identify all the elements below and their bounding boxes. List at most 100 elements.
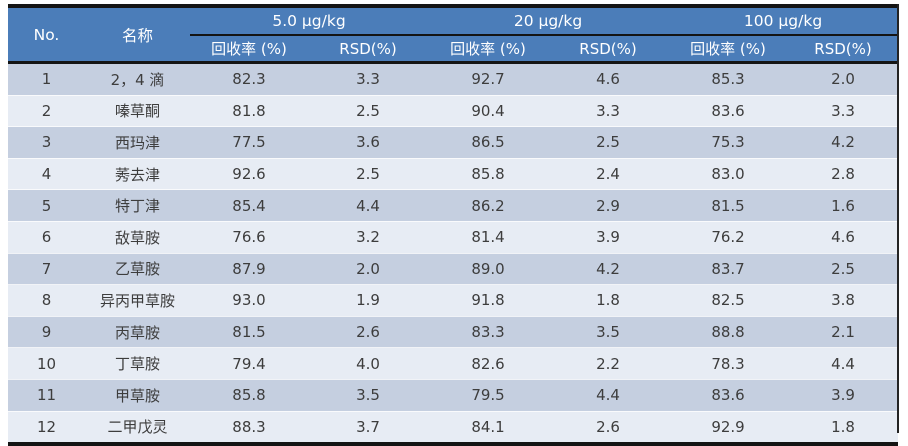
compound-name-cell: 异丙甲草胺 <box>85 284 190 317</box>
column-header-name: 名称 <box>85 6 190 63</box>
row-number-cell: 7 <box>8 253 85 286</box>
value-cell: 3.3 <box>548 95 669 128</box>
recovery-rsd-table: No. 名称 5.0 μg/kg 20 μg/kg 100 μg/kg 回收率 … <box>8 4 899 446</box>
value-cell: 3.8 <box>788 284 899 317</box>
compound-name-cell: 乙草胺 <box>85 253 190 286</box>
value-cell: 3.6 <box>308 126 429 159</box>
table-row: 1 2，4 滴 82.3 3.3 92.7 4.6 85.3 2.0 <box>8 62 899 96</box>
row-number-cell: 5 <box>8 189 85 222</box>
value-cell: 91.8 <box>428 284 549 317</box>
subheader-recovery-20ug: 回收率 (%) <box>428 35 549 63</box>
value-cell: 1.8 <box>788 411 899 445</box>
table-body: 1 2，4 滴 82.3 3.3 92.7 4.6 85.3 2.0 2 嗪草酮 81.8 2.5 90… <box>8 62 899 445</box>
row-number-cell: 1 <box>8 62 85 96</box>
value-cell: 2.6 <box>308 316 429 349</box>
value-cell: 77.5 <box>190 126 308 159</box>
value-cell: 83.0 <box>668 158 789 191</box>
value-cell: 82.3 <box>190 62 308 96</box>
row-number-cell: 8 <box>8 284 85 317</box>
value-cell: 88.8 <box>668 316 789 349</box>
value-cell: 4.4 <box>548 379 669 412</box>
group-header-100ug: 100 μg/kg <box>668 6 899 36</box>
value-cell: 4.4 <box>788 347 899 380</box>
compound-name-cell: 甲草胺 <box>85 379 190 412</box>
value-cell: 2.8 <box>788 158 899 191</box>
row-number-cell: 6 <box>8 221 85 254</box>
value-cell: 76.6 <box>190 221 308 254</box>
value-cell: 1.8 <box>548 284 669 317</box>
value-cell: 1.6 <box>788 189 899 222</box>
column-header-no: No. <box>8 6 85 63</box>
value-cell: 85.3 <box>668 62 789 96</box>
value-cell: 79.4 <box>190 347 308 380</box>
value-cell: 3.2 <box>308 221 429 254</box>
value-cell: 92.9 <box>668 411 789 445</box>
value-cell: 2.5 <box>308 158 429 191</box>
row-number-cell: 2 <box>8 95 85 128</box>
group-header-20ug: 20 μg/kg <box>428 6 669 36</box>
value-cell: 4.2 <box>548 253 669 286</box>
value-cell: 3.7 <box>308 411 429 445</box>
group-header-5ug: 5.0 μg/kg <box>190 6 429 36</box>
value-cell: 90.4 <box>428 95 549 128</box>
compound-name-cell: 丁草胺 <box>85 347 190 380</box>
table-row: 10 丁草胺 79.4 4.0 82.6 2.2 78.3 4.4 <box>8 347 899 380</box>
value-cell: 86.5 <box>428 126 549 159</box>
table-header: No. 名称 5.0 μg/kg 20 μg/kg 100 μg/kg 回收率 … <box>8 6 899 63</box>
value-cell: 83.3 <box>428 316 549 349</box>
value-cell: 4.2 <box>788 126 899 159</box>
subheader-rsd-5ug: RSD(%) <box>308 35 429 63</box>
value-cell: 2.9 <box>548 189 669 222</box>
value-cell: 92.7 <box>428 62 549 96</box>
table-row: 8 异丙甲草胺 93.0 1.9 91.8 1.8 82.5 3.8 <box>8 284 899 317</box>
compound-name-cell: 二甲戊灵 <box>85 411 190 445</box>
table-row: 2 嗪草酮 81.8 2.5 90.4 3.3 83.6 3.3 <box>8 95 899 128</box>
subheader-recovery-5ug: 回收率 (%) <box>190 35 308 63</box>
value-cell: 84.1 <box>428 411 549 445</box>
value-cell: 82.6 <box>428 347 549 380</box>
value-cell: 78.3 <box>668 347 789 380</box>
value-cell: 2.5 <box>308 95 429 128</box>
value-cell: 1.9 <box>308 284 429 317</box>
value-cell: 85.8 <box>428 158 549 191</box>
value-cell: 81.4 <box>428 221 549 254</box>
value-cell: 83.7 <box>668 253 789 286</box>
compound-name-cell: 莠去津 <box>85 158 190 191</box>
value-cell: 3.3 <box>788 95 899 128</box>
value-cell: 2.4 <box>548 158 669 191</box>
value-cell: 89.0 <box>428 253 549 286</box>
value-cell: 81.5 <box>190 316 308 349</box>
value-cell: 86.2 <box>428 189 549 222</box>
value-cell: 4.4 <box>308 189 429 222</box>
value-cell: 3.5 <box>308 379 429 412</box>
value-cell: 87.9 <box>190 253 308 286</box>
value-cell: 81.8 <box>190 95 308 128</box>
value-cell: 88.3 <box>190 411 308 445</box>
header-group-row: No. 名称 5.0 μg/kg 20 μg/kg 100 μg/kg <box>8 6 899 63</box>
value-cell: 83.6 <box>668 95 789 128</box>
value-cell: 4.6 <box>548 62 669 96</box>
row-number-cell: 11 <box>8 379 85 412</box>
value-cell: 75.3 <box>668 126 789 159</box>
table-row: 5 特丁津 85.4 4.4 86.2 2.9 81.5 1.6 <box>8 189 899 222</box>
row-number-cell: 10 <box>8 347 85 380</box>
table-right-edge-rule <box>897 4 899 433</box>
compound-name-cell: 敌草胺 <box>85 221 190 254</box>
compound-name-cell: 特丁津 <box>85 189 190 222</box>
table-row: 11 甲草胺 85.8 3.5 79.5 4.4 83.6 3.9 <box>8 379 899 412</box>
compound-name-cell: 丙草胺 <box>85 316 190 349</box>
value-cell: 3.5 <box>548 316 669 349</box>
row-number-cell: 3 <box>8 126 85 159</box>
value-cell: 76.2 <box>668 221 789 254</box>
header-sub-row: 回收率 (%) RSD(%) 回收率 (%) RSD(%) 回收率 (%) RS… <box>8 35 899 63</box>
row-number-cell: 4 <box>8 158 85 191</box>
value-cell: 3.9 <box>548 221 669 254</box>
subheader-rsd-20ug: RSD(%) <box>548 35 669 63</box>
value-cell: 4.0 <box>308 347 429 380</box>
value-cell: 2.0 <box>788 62 899 96</box>
value-cell: 2.5 <box>788 253 899 286</box>
value-cell: 3.3 <box>308 62 429 96</box>
value-cell: 2.1 <box>788 316 899 349</box>
value-cell: 4.6 <box>788 221 899 254</box>
